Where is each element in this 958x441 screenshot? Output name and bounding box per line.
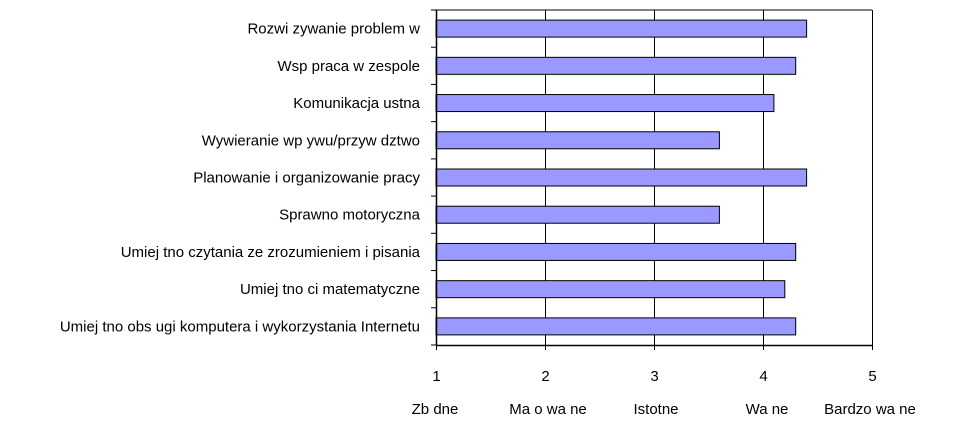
category-label-8: Umiej tno ci matematyczne bbox=[240, 281, 420, 298]
axes bbox=[431, 9, 873, 350]
bar-2 bbox=[435, 56, 797, 75]
bars bbox=[435, 19, 808, 336]
bar-5 bbox=[435, 168, 808, 187]
x-tick-label-1: 1 bbox=[432, 368, 440, 385]
bar-7 bbox=[435, 242, 797, 261]
x-tick-label-4: 4 bbox=[759, 368, 767, 385]
bar-3 bbox=[435, 94, 775, 113]
category-label-7: Umiej tno czytania ze zrozumieniem i pis… bbox=[121, 244, 421, 261]
category-label-9: Umiej tno obs ugi komputera i wykorzysta… bbox=[60, 318, 420, 335]
category-label-1: Rozwi zywanie problem w bbox=[247, 21, 420, 38]
bar-4 bbox=[435, 131, 720, 150]
labels: Rozwi zywanie problem w Wsp praca w zespo… bbox=[60, 21, 916, 418]
category-label-2: Wsp praca w zespole bbox=[277, 58, 420, 75]
scale-label-2: Ma o wa ne bbox=[509, 401, 587, 418]
bar-8 bbox=[435, 280, 786, 299]
x-tick-label-3: 3 bbox=[650, 368, 658, 385]
category-label-3: Komunikacja ustna bbox=[293, 95, 420, 112]
bar-9 bbox=[435, 317, 797, 336]
x-tick-label-5: 5 bbox=[868, 368, 876, 385]
bar-1 bbox=[435, 19, 808, 38]
category-label-4: Wywieranie wp ywu/przyw dztwo bbox=[202, 132, 420, 149]
scale-label-4: Wa ne bbox=[746, 401, 789, 418]
scale-label-3: Istotne bbox=[633, 401, 678, 418]
x-tick-label-2: 2 bbox=[541, 368, 549, 385]
scale-label-5: Bardzo wa ne bbox=[824, 401, 916, 418]
scale-label-1: Zb dne bbox=[412, 401, 459, 418]
category-label-6: Sprawno motoryczna bbox=[279, 207, 421, 224]
bar-6 bbox=[435, 205, 720, 224]
category-label-5: Planowanie i organizowanie pracy bbox=[193, 170, 420, 187]
